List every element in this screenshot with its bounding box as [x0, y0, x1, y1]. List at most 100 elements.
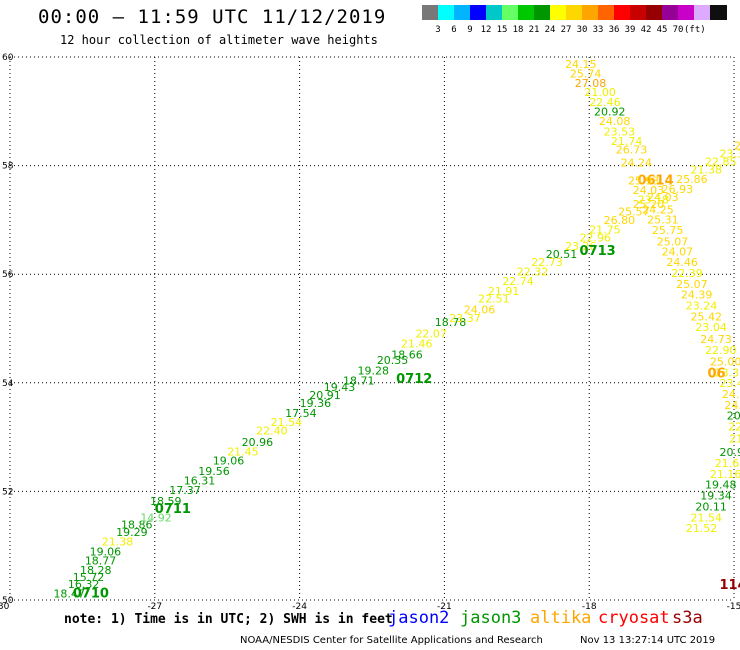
swh-value-label: 21.38 [102, 536, 134, 549]
swh-value-label: 24.06 [464, 303, 496, 316]
swh-value-label: 21.46 [401, 338, 433, 351]
swh-value-label: 26.93 [662, 183, 694, 196]
swh-value-label: 17.37 [169, 484, 201, 497]
scale-swatch [630, 5, 647, 20]
scale-swatch [422, 5, 439, 20]
swh-value-label: 20.96 [242, 436, 274, 449]
scale-swatch [518, 5, 535, 20]
scale-swatch [470, 5, 487, 20]
swh-value-label: 25.00 [710, 355, 740, 368]
swh-value-label: 22.07 [415, 328, 447, 341]
swh-value-label: 23.48 [720, 377, 740, 390]
swh-value-label: 25.07 [676, 278, 708, 291]
page-title: 00:00 — 11:59 UTC 11/12/2019 [38, 6, 387, 28]
swh-value-label: 22.32 [517, 265, 549, 278]
swh-value-label: 24.03 [647, 191, 679, 204]
scale-swatch [438, 5, 455, 20]
swh-value-label: 18.59 [150, 495, 182, 508]
swh-value-label: 22.96 [580, 232, 612, 245]
swh-value-label: 26.73 [616, 144, 648, 157]
swh-value-label: 23.04 [695, 321, 727, 334]
mission-jason2: jason2 [388, 608, 450, 628]
scale-swatch [454, 5, 471, 20]
swh-value-label: 24.24 [621, 157, 653, 170]
swh-value-label: 23.53 [604, 126, 636, 139]
page-subtitle: 12 hour collection of altimeter wave hei… [60, 33, 378, 47]
swh-value-label: 16.31 [184, 474, 216, 487]
swh-value-label: 25.31 [647, 214, 679, 227]
time-label: 0710 [73, 586, 109, 601]
x-tick-label: -24 [292, 602, 307, 610]
scale-label: 45 [656, 25, 668, 35]
swh-value-label: 25.07 [657, 235, 689, 248]
scale-swatch [502, 5, 519, 20]
swh-value-label: 25.57 [618, 206, 650, 219]
time-label: 0712 [396, 372, 432, 387]
swh-value-label: 21.20 [729, 433, 740, 446]
swh-value-label: 22.90 [705, 344, 737, 357]
scale-label: 21 [528, 25, 540, 35]
swh-value-label: 21.38 [691, 164, 723, 177]
scale-label: 15 [496, 25, 508, 35]
swh-value-label: 21.52 [686, 522, 718, 535]
mission-cryosat: cryosat [598, 608, 670, 628]
swh-value-label: 15.72 [73, 571, 105, 584]
scale-swatch [694, 5, 711, 20]
y-tick-label: 54 [2, 379, 14, 389]
x-tick-label: -21 [437, 602, 452, 610]
swh-value-label: 21.16 [710, 468, 740, 481]
scale-swatch [614, 5, 631, 20]
scale-swatch [662, 5, 679, 20]
swh-value-label: 24.15 [565, 58, 597, 71]
swh-value-label: 21.45 [227, 446, 259, 459]
y-tick-label: 56 [2, 270, 14, 280]
scale-label: 6 [451, 25, 457, 35]
mission-altika: altika [530, 608, 592, 628]
swh-value-label: 27.08 [575, 77, 607, 90]
swh-value-label: 18.66 [391, 348, 423, 361]
swh-value-label: 22.51 [478, 292, 510, 305]
time-label: 0713 [580, 244, 616, 259]
scale-swatch [678, 5, 695, 20]
swh-value-label: 20.91 [309, 389, 341, 402]
swh-value-label: 19.56 [198, 465, 230, 478]
time-label: 114 [720, 578, 740, 593]
swh-value-label: 16.32 [68, 578, 100, 591]
swh-value-label: 23.26 [565, 240, 597, 253]
swh-value-label: 19.34 [700, 490, 732, 503]
swh-value-label: 19.48 [705, 479, 737, 492]
credit-text: NOAA/NESDIS Center for Satellite Applica… [240, 635, 543, 646]
scale-swatch [550, 5, 567, 20]
scale-label: 18 [512, 25, 524, 35]
swh-value-label: 25.75 [652, 224, 684, 237]
swh-value-label: 26.80 [604, 214, 636, 227]
scale-label: 9 [467, 25, 473, 35]
swh-value-label: 22.85 [705, 156, 737, 169]
swh-value-label: 17.54 [285, 407, 317, 420]
scale-swatch [582, 5, 599, 20]
swh-value-label: 23.35 [715, 366, 740, 379]
swh-value-label: 24.90 [724, 399, 740, 412]
swh-value-label: 21.91 [488, 285, 519, 298]
y-tick-label: 58 [2, 162, 14, 172]
swh-value-label: 19.06 [213, 454, 245, 467]
swh-value-label: 14.92 [140, 511, 172, 524]
swh-value-label: 23.32 [720, 147, 740, 160]
swh-value-label: 22.74 [502, 275, 534, 288]
x-tick-label: -27 [147, 602, 162, 610]
swh-value-label: 21.62 [715, 457, 740, 470]
swh-value-label: 23.37 [449, 312, 481, 325]
time-label: 0614 [637, 174, 673, 189]
swh-value-label: 19.29 [116, 526, 148, 539]
swh-value-label: 22.46 [589, 96, 621, 109]
swh-value-label: 18.71 [343, 374, 375, 387]
x-tick-label: -30 [0, 602, 10, 610]
scale-label: 24 [544, 25, 556, 35]
swh-value-label: 18.47 [53, 587, 85, 600]
swh-value-label: 19.06 [90, 545, 122, 558]
swh-value-label: 23.18 [637, 194, 669, 207]
swh-value-label: 22.73 [531, 256, 563, 269]
timestamp-text: Nov 13 13:27:14 UTC 2019 [580, 635, 716, 646]
scale-label: 36 [608, 25, 620, 35]
time-label: 0711 [155, 502, 191, 517]
